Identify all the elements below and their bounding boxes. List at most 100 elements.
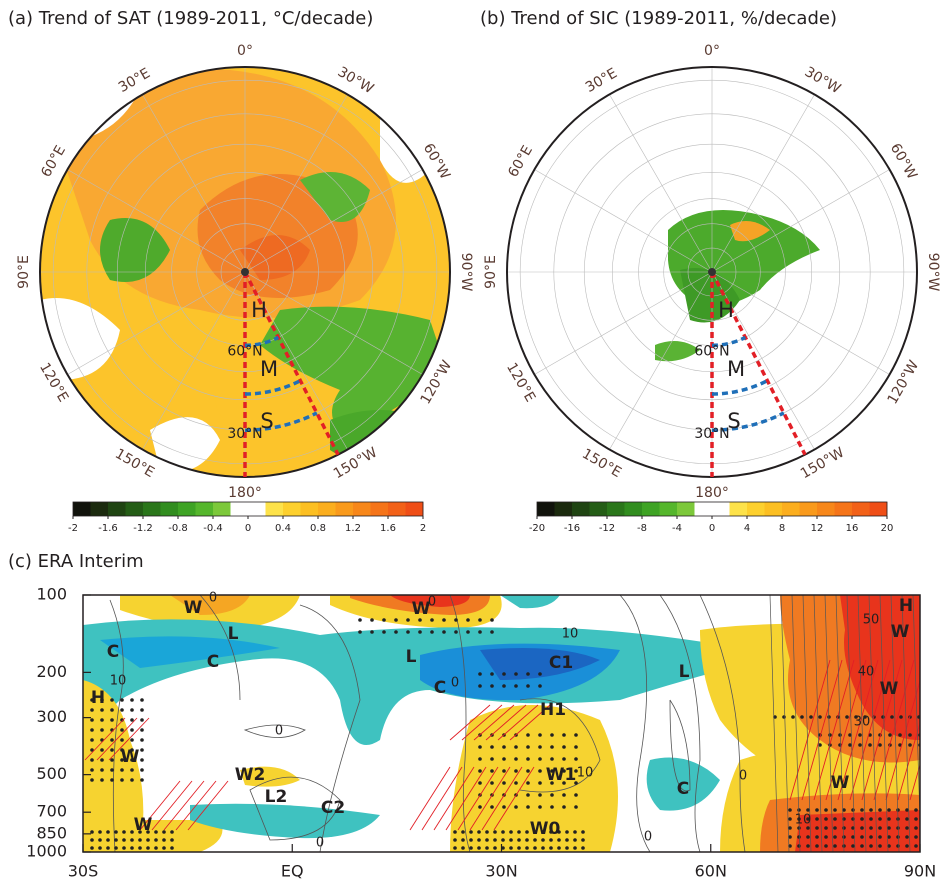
stipple bbox=[562, 793, 566, 797]
stipple bbox=[533, 838, 537, 842]
meridian bbox=[142, 271, 246, 450]
stipple bbox=[358, 630, 362, 634]
stipple bbox=[538, 684, 542, 688]
colorbar-tick-label: -0.8 bbox=[168, 523, 188, 534]
stipple bbox=[550, 757, 554, 761]
stipple bbox=[490, 618, 494, 622]
feature-label: W0 bbox=[530, 819, 561, 839]
stipple bbox=[550, 793, 554, 797]
y-tick-label: 500 bbox=[36, 764, 67, 783]
hatch bbox=[837, 659, 879, 801]
stipple bbox=[120, 728, 124, 732]
hatch bbox=[187, 780, 229, 831]
stipple bbox=[526, 672, 530, 676]
colorbar-bin bbox=[694, 502, 713, 516]
sector-arc bbox=[244, 335, 280, 348]
stipple bbox=[851, 808, 855, 812]
colorbar-bin bbox=[624, 502, 643, 516]
lon-label: 90°W bbox=[458, 253, 474, 292]
stipple bbox=[538, 781, 542, 785]
map-a bbox=[40, 67, 450, 477]
feature-label: C bbox=[207, 652, 219, 672]
stipple bbox=[815, 835, 819, 839]
colorbar-tick-label: 12 bbox=[811, 523, 824, 534]
y-tick-label: 300 bbox=[36, 707, 67, 726]
meridian bbox=[609, 94, 713, 273]
stipple bbox=[453, 830, 457, 834]
lat-label: 30°N bbox=[694, 426, 729, 442]
stipple bbox=[526, 745, 530, 749]
contour-label: 10 bbox=[795, 813, 812, 828]
stipple bbox=[806, 826, 810, 830]
feature-label: L bbox=[679, 662, 690, 682]
contour bbox=[824, 595, 834, 852]
stipple bbox=[538, 733, 542, 737]
contour-label: 0 bbox=[428, 595, 436, 610]
stipple bbox=[485, 846, 489, 850]
stipple bbox=[469, 846, 473, 850]
stipple bbox=[887, 817, 891, 821]
stipple bbox=[98, 846, 102, 850]
stipple bbox=[453, 838, 457, 842]
colorbar-tick-label: -1.6 bbox=[98, 523, 118, 534]
stipple bbox=[382, 630, 386, 634]
stipple bbox=[517, 838, 521, 842]
stipple bbox=[815, 844, 819, 848]
stipple bbox=[815, 826, 819, 830]
stipple bbox=[493, 830, 497, 834]
stipple bbox=[490, 745, 494, 749]
stipple bbox=[490, 672, 494, 676]
y-tick-label: 1000 bbox=[26, 842, 67, 861]
stipple bbox=[90, 708, 94, 712]
stipple bbox=[478, 684, 482, 688]
stipple bbox=[130, 748, 134, 752]
colorbar-bin bbox=[108, 502, 126, 516]
colorbar-tick-label: 16 bbox=[846, 523, 859, 534]
stipple bbox=[860, 817, 864, 821]
feature-label: C1 bbox=[549, 653, 573, 673]
stipple bbox=[914, 808, 918, 812]
colorbar-tick-label: 2 bbox=[420, 523, 426, 534]
stipple bbox=[461, 846, 465, 850]
region-label: H bbox=[718, 298, 734, 322]
stipple bbox=[914, 817, 918, 821]
stipple bbox=[490, 769, 494, 773]
stipple bbox=[170, 830, 174, 834]
stipple bbox=[797, 844, 801, 848]
stipple bbox=[477, 838, 481, 842]
colorbar-bin bbox=[125, 502, 144, 516]
colorbar-bin bbox=[405, 502, 424, 516]
stipple bbox=[905, 844, 909, 848]
colorbar-bin bbox=[353, 502, 371, 516]
stipple bbox=[469, 830, 473, 834]
meridian bbox=[244, 169, 423, 273]
colorbar-bin bbox=[782, 502, 800, 516]
stipple bbox=[574, 781, 578, 785]
stipple bbox=[406, 630, 410, 634]
stipple bbox=[138, 830, 142, 834]
colorbar-bin bbox=[73, 502, 91, 516]
stipple bbox=[162, 846, 166, 850]
colorbar-bin bbox=[834, 502, 853, 516]
meridian bbox=[244, 271, 423, 375]
stipple bbox=[549, 846, 553, 850]
contour bbox=[835, 595, 845, 852]
stipple bbox=[806, 817, 810, 821]
stipple bbox=[525, 838, 529, 842]
stipple bbox=[896, 844, 900, 848]
stipple bbox=[562, 733, 566, 737]
stipple bbox=[370, 630, 374, 634]
stipple bbox=[525, 846, 529, 850]
stipple bbox=[869, 835, 873, 839]
stipple bbox=[358, 618, 362, 622]
stipple bbox=[788, 826, 792, 830]
contour-label: 0 bbox=[451, 676, 459, 691]
feature-label: C bbox=[677, 779, 689, 799]
stipple bbox=[833, 817, 837, 821]
stipple bbox=[140, 718, 144, 722]
stipple bbox=[120, 738, 124, 742]
stipple bbox=[162, 830, 166, 834]
stipple bbox=[833, 826, 837, 830]
stipple bbox=[461, 830, 465, 834]
